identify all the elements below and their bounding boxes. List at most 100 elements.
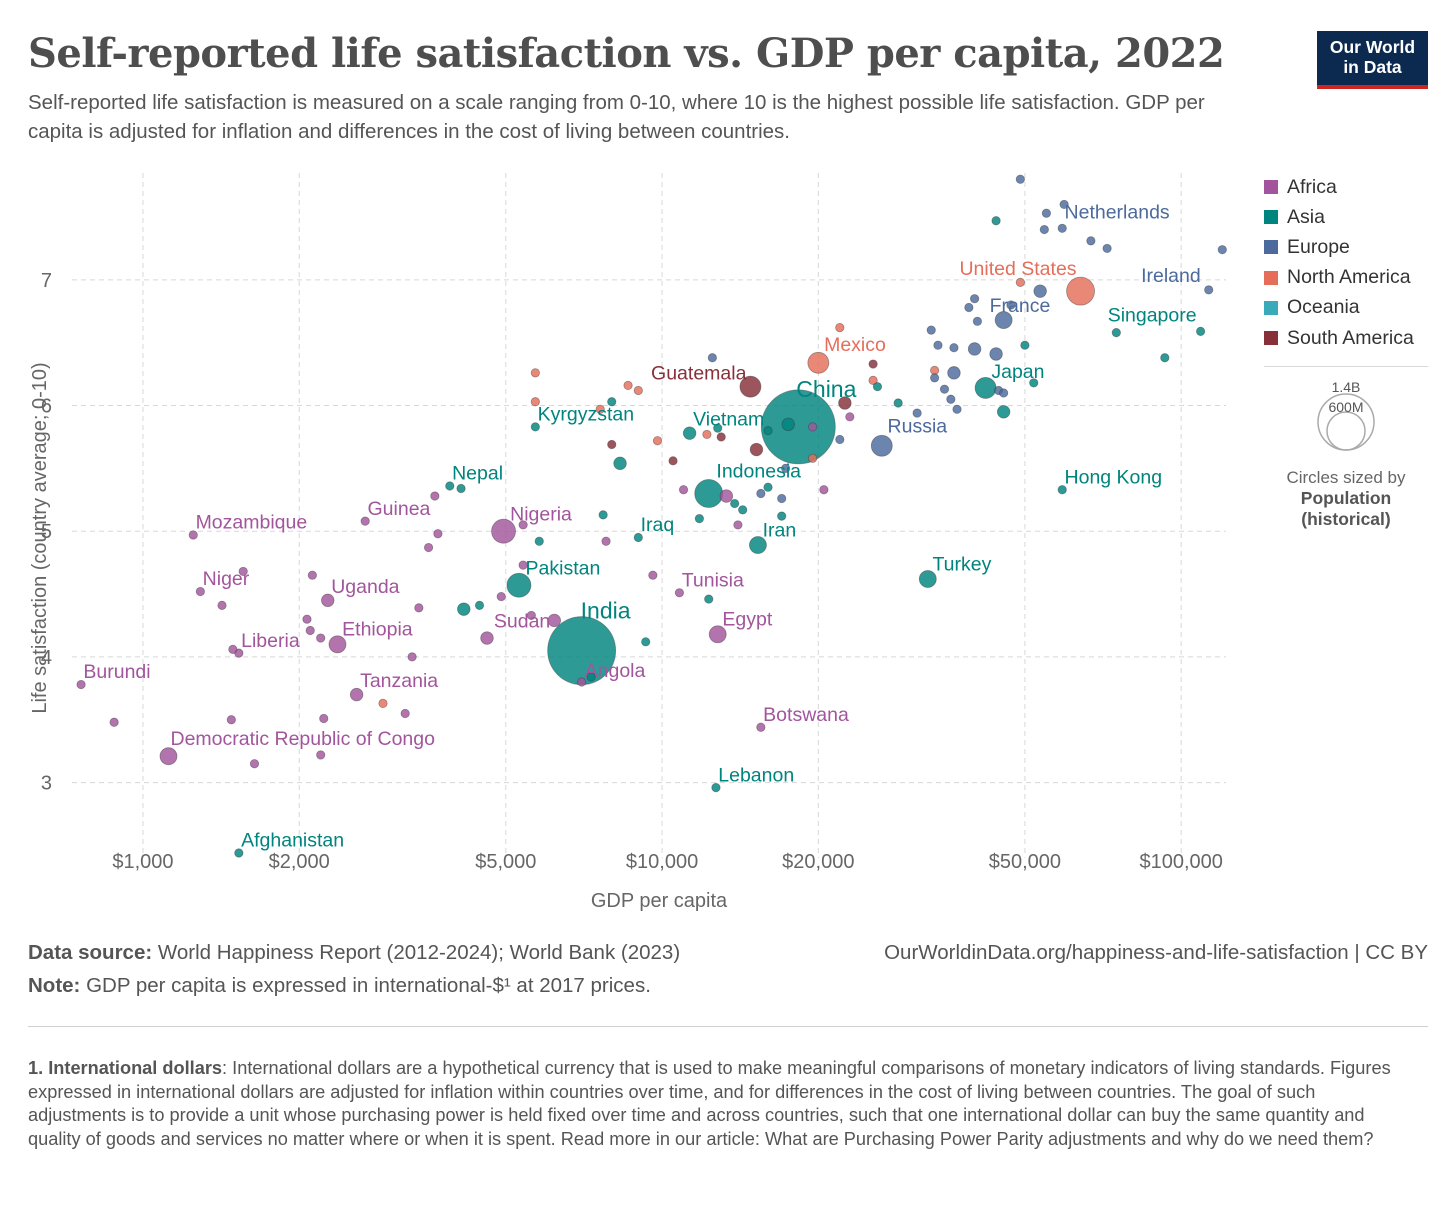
point-label: Tanzania xyxy=(360,670,438,692)
note: Note: GDP per capita is expressed in int… xyxy=(28,974,651,998)
legend-label: North America xyxy=(1287,266,1411,289)
point-singapore xyxy=(1195,326,1206,336)
data-point xyxy=(838,396,852,410)
data-point xyxy=(652,436,663,446)
logo-line-2: in Data xyxy=(1343,57,1402,77)
point-label: Niger xyxy=(203,568,250,590)
data-point xyxy=(648,570,658,580)
data-point xyxy=(996,405,1011,419)
x-axis-label: GDP per capita xyxy=(591,890,728,912)
logo-accent-bar xyxy=(1317,85,1428,89)
point-label: Russia xyxy=(888,416,948,438)
data-point xyxy=(480,631,494,645)
data-point xyxy=(704,594,714,604)
data-point xyxy=(598,510,608,520)
data-point xyxy=(433,529,443,539)
point-lebanon xyxy=(711,783,721,793)
data-point xyxy=(730,498,740,509)
legend-item-asia[interactable]: Asia xyxy=(1264,202,1436,232)
point-label: Sudan xyxy=(494,610,550,632)
data-point xyxy=(1102,243,1112,254)
point-label: Guinea xyxy=(368,498,431,520)
legend-item-south-america[interactable]: South America xyxy=(1264,323,1436,353)
data-point xyxy=(926,325,936,335)
point-label: Botswana xyxy=(763,704,849,726)
data-point xyxy=(946,394,956,404)
point-label: Netherlands xyxy=(1065,201,1170,223)
data-point xyxy=(526,610,536,621)
data-point xyxy=(534,536,544,546)
point-united-states xyxy=(1066,276,1095,306)
data-point xyxy=(777,511,787,521)
legend-swatch xyxy=(1264,270,1278,285)
point-indonesia xyxy=(694,479,724,508)
point-hong-kong xyxy=(1057,485,1067,495)
data-point xyxy=(749,442,764,457)
point-label: Mexico xyxy=(824,334,886,356)
point-ireland xyxy=(1204,285,1214,295)
point-russia xyxy=(870,434,893,457)
data-point xyxy=(607,397,617,407)
legend-item-oceania[interactable]: Oceania xyxy=(1264,293,1436,323)
legend-swatch xyxy=(1264,331,1278,346)
data-point xyxy=(930,373,940,383)
data-point xyxy=(763,482,773,492)
data-point xyxy=(1015,174,1025,184)
data-point xyxy=(952,404,962,414)
legend-label: Africa xyxy=(1287,175,1337,198)
data-point xyxy=(1033,284,1047,298)
data-point xyxy=(868,375,878,385)
point-label: Nigeria xyxy=(510,504,572,526)
data-point xyxy=(1041,208,1051,218)
data-point xyxy=(109,717,119,727)
data-point xyxy=(781,417,795,432)
point-label: Burundi xyxy=(83,661,150,683)
x-tick-label: $1,000 xyxy=(112,851,173,873)
data-point xyxy=(733,520,743,530)
data-point xyxy=(305,625,315,636)
data-point xyxy=(530,368,540,378)
point-label: Guatemala xyxy=(651,363,747,385)
data-point xyxy=(595,404,605,414)
data-point xyxy=(781,463,791,473)
note-label: Note: xyxy=(28,974,81,997)
source-url[interactable]: OurWorldinData.org/happiness-and-life-sa… xyxy=(884,941,1428,964)
point-burundi xyxy=(76,679,86,690)
legend-label: Asia xyxy=(1287,205,1325,228)
point-label: Japan xyxy=(991,361,1044,383)
data-point xyxy=(414,603,424,613)
data-point xyxy=(1015,277,1025,287)
point-pakistan xyxy=(506,572,532,598)
legend-item-north-america[interactable]: North America xyxy=(1264,263,1436,293)
point-label: Pakistan xyxy=(526,558,601,580)
legend-label: Oceania xyxy=(1287,296,1360,319)
point-label: Hong Kong xyxy=(1065,466,1163,488)
data-point xyxy=(930,365,940,375)
data-point xyxy=(518,560,528,570)
x-tick-label: $100,000 xyxy=(1139,851,1222,873)
size-legend-circle-small xyxy=(1326,411,1366,451)
y-tick-label: 3 xyxy=(41,773,52,795)
owid-logo[interactable]: Our World in Data xyxy=(1317,31,1428,89)
point-label: Ireland xyxy=(1141,265,1201,287)
data-point xyxy=(738,505,748,515)
data-point xyxy=(835,322,845,333)
legend-item-africa[interactable]: Africa xyxy=(1264,172,1436,202)
source-label: Data source: xyxy=(28,941,153,964)
footnote: 1. International dollars: International … xyxy=(28,1057,1418,1151)
data-point xyxy=(307,570,317,580)
point-label: Turkey xyxy=(932,553,991,575)
point-label: China xyxy=(796,376,856,402)
data-point xyxy=(808,422,818,432)
legend-separator xyxy=(1264,366,1428,367)
data-point xyxy=(641,637,651,647)
data-point xyxy=(430,491,440,501)
point-botswana xyxy=(756,722,766,732)
legend-swatch xyxy=(1264,240,1278,255)
point-ethiopia xyxy=(328,635,347,654)
legend-item-europe[interactable]: Europe xyxy=(1264,232,1436,262)
data-point xyxy=(518,520,528,530)
point-iran xyxy=(749,536,767,554)
point-tunisia xyxy=(674,588,685,598)
data-point xyxy=(702,429,712,440)
